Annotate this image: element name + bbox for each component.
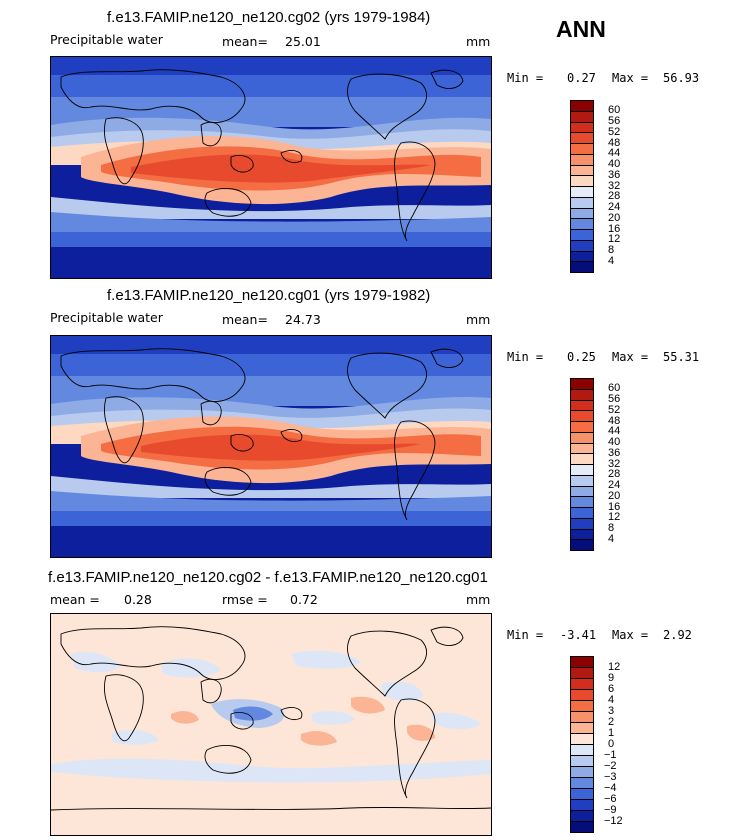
panel-2-mean-value: 24.73: [285, 312, 321, 327]
colorbar-tick-label: −12: [604, 814, 623, 827]
panel-1-colorbar: 60 56 52 48 44 40 36 32 28 24 20 16 12 8 4: [570, 100, 620, 273]
panel-3-colorbar: 12 9 6 4 3 2 1 0 −1 −2 −3 −4 −6 −9 −12: [570, 656, 623, 833]
colorbar-swatch: [570, 821, 594, 833]
colorbar-tick-label: 24: [608, 479, 621, 491]
panel-2-mean-label: mean=: [222, 312, 268, 327]
colorbar-tick-label: 40: [608, 436, 621, 448]
colorbar-tick-label: −2: [604, 759, 617, 772]
colorbar-tick-label: 52: [608, 125, 621, 138]
colorbar-tick-label: 28: [608, 190, 621, 203]
colorbar-tick-label: −9: [604, 803, 617, 816]
panel-3-title: f.e13.FAMIP.ne120_ne120.cg02 - f.e13.FAM…: [48, 569, 488, 586]
panel-3-map: [50, 613, 492, 836]
colorbar-swatch: [570, 539, 594, 551]
colorbar-tick-label: 32: [608, 179, 621, 192]
colorbar-tick-label: 60: [608, 382, 621, 395]
panel-3-max-value: 2.92: [663, 628, 692, 642]
colorbar-tick-label: −4: [604, 781, 617, 794]
colorbar-tick-label: 20: [608, 489, 621, 502]
panel-1-title: f.e13.FAMIP.ne120_ne120.cg02 (yrs 1979-1…: [107, 9, 431, 26]
precipitable-water-difference-map: [51, 614, 491, 835]
colorbar-tick-label: 16: [608, 222, 621, 235]
colorbar-swatch: [570, 261, 594, 273]
panel-2-max-value: 55.31: [663, 350, 700, 364]
colorbar-tick-label: 48: [608, 136, 621, 149]
colorbar-tick-label: −6: [604, 792, 617, 805]
panel-3-min-label: Min =: [507, 628, 544, 642]
season-label: ANN: [556, 16, 606, 42]
panel-1-max-value: 56.93: [663, 71, 700, 85]
colorbar-tick-label: 12: [608, 233, 621, 246]
colorbar-tick-label: 3: [608, 704, 615, 717]
colorbar-tick-label: 8: [608, 522, 615, 534]
colorbar-tick-label: 9: [608, 671, 615, 684]
panel-2-colorbar: 60 56 52 48 44 40 36 32 28 24 20 16 12 8 4: [570, 378, 620, 551]
panel-2-variable: Precipitable water: [50, 310, 163, 325]
colorbar-tick-label: 12: [608, 660, 621, 673]
panel-1-min-label: Min =: [507, 71, 544, 85]
panel-2-min-label: Min =: [507, 350, 544, 364]
panel-1-units: mm: [466, 34, 491, 49]
panel-3-max-label: Max =: [612, 628, 649, 642]
panel-1-max-label: Max =: [612, 71, 649, 85]
colorbar-tick-label: 4: [608, 532, 615, 545]
precipitable-water-map-2: [51, 336, 491, 557]
panel-2-min-value: 0.25: [567, 350, 596, 364]
panel-3-rmse-value: 0.72: [290, 592, 318, 607]
panel-1-min-value: 0.27: [567, 71, 596, 85]
colorbar-tick-label: 0: [608, 737, 615, 750]
panel-1-mean-value: 25.01: [285, 34, 321, 49]
precipitable-water-map-1: [51, 57, 491, 278]
colorbar-tick-label: 52: [608, 403, 621, 416]
panel-2-map: [50, 335, 492, 558]
panel-1-variable: Precipitable water: [50, 32, 163, 47]
colorbar-tick-label: 12: [608, 511, 621, 524]
panel-3-units: mm: [466, 592, 491, 607]
panel-2-max-label: Max =: [612, 350, 649, 364]
colorbar-tick-label: 4: [608, 254, 615, 267]
colorbar-tick-label: 36: [608, 168, 621, 181]
colorbar-tick-label: 16: [608, 500, 621, 513]
colorbar-tick-label: 2: [608, 715, 615, 728]
panel-2-units: mm: [466, 312, 491, 327]
colorbar-tick-label: 8: [608, 244, 615, 256]
colorbar-tick-label: 24: [608, 201, 621, 213]
colorbar-tick-label: 56: [608, 115, 621, 127]
colorbar-tick-label: 44: [608, 425, 621, 438]
colorbar-tick-label: 28: [608, 468, 621, 481]
colorbar-tick-label: 40: [608, 158, 621, 170]
panel-3-mean-label: mean =: [50, 592, 100, 607]
colorbar-tick-label: −1: [604, 748, 617, 761]
colorbar-tick-label: 6: [608, 682, 615, 695]
colorbar-tick-label: 4: [608, 693, 615, 706]
colorbar-tick-label: 60: [608, 104, 621, 117]
colorbar-tick-label: 32: [608, 457, 621, 470]
colorbar-tick-label: 44: [608, 147, 621, 160]
colorbar-tick-label: −3: [604, 770, 617, 783]
colorbar-tick-label: 1: [608, 726, 615, 739]
panel-3-rmse-label: rmse =: [222, 592, 268, 607]
panel-3-min-value: -3.41: [560, 628, 597, 642]
colorbar-tick-label: 20: [608, 211, 621, 224]
panel-3-mean-value: 0.28: [124, 592, 152, 607]
colorbar-tick-label: 56: [608, 393, 621, 405]
colorbar-tick-label: 36: [608, 446, 621, 459]
panel-1-mean-label: mean=: [222, 34, 268, 49]
panel-1-map: [50, 56, 492, 279]
panel-2-title: f.e13.FAMIP.ne120_ne120.cg01 (yrs 1979-1…: [107, 287, 431, 304]
colorbar-tick-label: 48: [608, 414, 621, 427]
